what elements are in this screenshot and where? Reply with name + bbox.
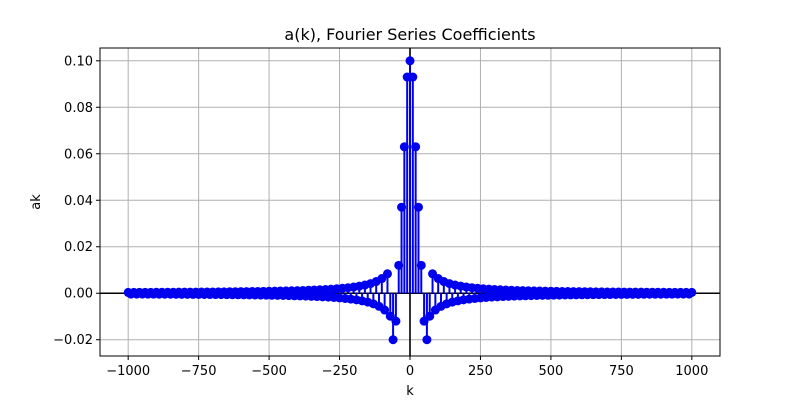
x-tick-label: 1000 bbox=[675, 364, 708, 379]
data-point bbox=[405, 56, 415, 66]
data-markers bbox=[123, 56, 697, 345]
data-point bbox=[408, 72, 418, 82]
data-point bbox=[422, 335, 432, 345]
y-tick-label: 0.10 bbox=[64, 54, 93, 69]
data-point bbox=[399, 142, 409, 152]
x-tick-label: 0 bbox=[406, 364, 414, 379]
x-axis-ticks: −1000 −750 −500 −250 0 250 500 750 1000 bbox=[106, 356, 708, 379]
y-axis-ticks: −0.02 0.00 0.02 0.04 0.06 0.08 0.10 bbox=[53, 54, 100, 348]
data-point bbox=[382, 269, 392, 279]
x-tick-label: 500 bbox=[538, 364, 563, 379]
y-axis-label: ak bbox=[29, 194, 44, 210]
y-tick-label: 0.08 bbox=[64, 101, 93, 116]
chart-title: a(k), Fourier Series Coefficients bbox=[284, 25, 535, 44]
x-tick-label: 250 bbox=[468, 364, 493, 379]
x-tick-label: −1000 bbox=[106, 364, 150, 379]
data-point bbox=[416, 260, 426, 270]
data-point bbox=[411, 142, 421, 152]
y-tick-label: 0.00 bbox=[64, 287, 93, 302]
y-tick-label: 0.02 bbox=[64, 240, 93, 255]
data-point bbox=[391, 316, 401, 326]
data-point bbox=[388, 335, 398, 345]
data-point bbox=[425, 311, 435, 321]
y-tick-label: 0.06 bbox=[64, 147, 93, 162]
y-tick-label: −0.02 bbox=[53, 333, 93, 348]
x-tick-label: −500 bbox=[251, 364, 287, 379]
x-tick-label: −250 bbox=[322, 364, 358, 379]
data-point bbox=[687, 287, 697, 297]
data-point bbox=[380, 305, 390, 315]
y-tick-label: 0.04 bbox=[64, 194, 93, 209]
x-tick-label: −750 bbox=[181, 364, 217, 379]
data-point bbox=[413, 202, 423, 212]
x-tick-label: 750 bbox=[609, 364, 634, 379]
x-axis-label: k bbox=[406, 384, 414, 399]
data-point bbox=[394, 260, 404, 270]
data-point bbox=[397, 202, 407, 212]
